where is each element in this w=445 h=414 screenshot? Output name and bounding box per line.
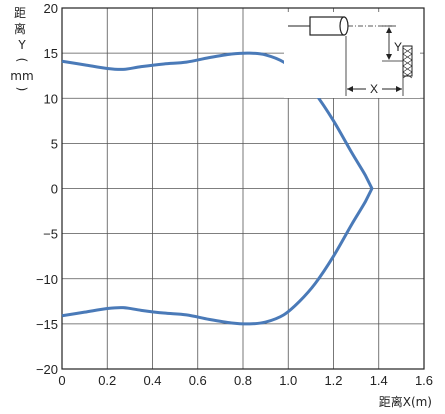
inset-target-hatch <box>402 71 413 79</box>
x-tick-label: 0.4 <box>143 373 161 388</box>
inset-target-hatch <box>402 53 413 61</box>
inset-x-arrows <box>347 86 402 92</box>
x-axis-title: 距离X(m) <box>379 394 432 409</box>
y-tick-label: 20 <box>44 1 58 16</box>
y-axis-title-part: 离 <box>14 21 26 36</box>
y-tick-label: 0 <box>51 182 58 197</box>
y-axis-title-part: ( <box>15 58 29 63</box>
y-tick-label: −15 <box>36 317 58 332</box>
inset-y-label: Y <box>394 40 402 54</box>
y-axis-title-part: Y <box>17 38 26 52</box>
y-tick-label: 5 <box>51 136 58 151</box>
x-tick-label: 1.2 <box>324 373 342 388</box>
x-tick-label: 0 <box>58 373 65 388</box>
inset-background <box>284 12 420 98</box>
inset-target-hatch <box>402 65 413 73</box>
y-tick-label: −5 <box>43 227 58 242</box>
plot-frame <box>61 7 425 370</box>
y-tick-label: −10 <box>36 272 58 287</box>
x-tick-label: 1.4 <box>370 373 388 388</box>
x-tick-label: 0.6 <box>189 373 207 388</box>
inset-target-hatch <box>402 59 413 67</box>
detection-range-curve <box>61 51 374 326</box>
y-tick-label: −20 <box>36 362 58 377</box>
y-tick-label: 15 <box>44 46 58 61</box>
y-tick-label: 10 <box>44 91 58 106</box>
inset-sensor-face <box>339 16 349 36</box>
inset-target-hatch <box>402 47 413 55</box>
y-axis-title-part: 距 <box>14 6 26 20</box>
x-tick-label: 0.8 <box>234 373 252 388</box>
inset-sensor-body <box>309 16 345 36</box>
y-axis-title-part: mm <box>10 69 33 83</box>
inset-x-label: X <box>370 82 378 96</box>
y-axis-title-part: ) <box>15 87 29 92</box>
x-tick-label: 1.0 <box>279 373 297 388</box>
x-tick-label: 1.6 <box>415 373 433 388</box>
x-tick-label: 0.2 <box>98 373 116 388</box>
